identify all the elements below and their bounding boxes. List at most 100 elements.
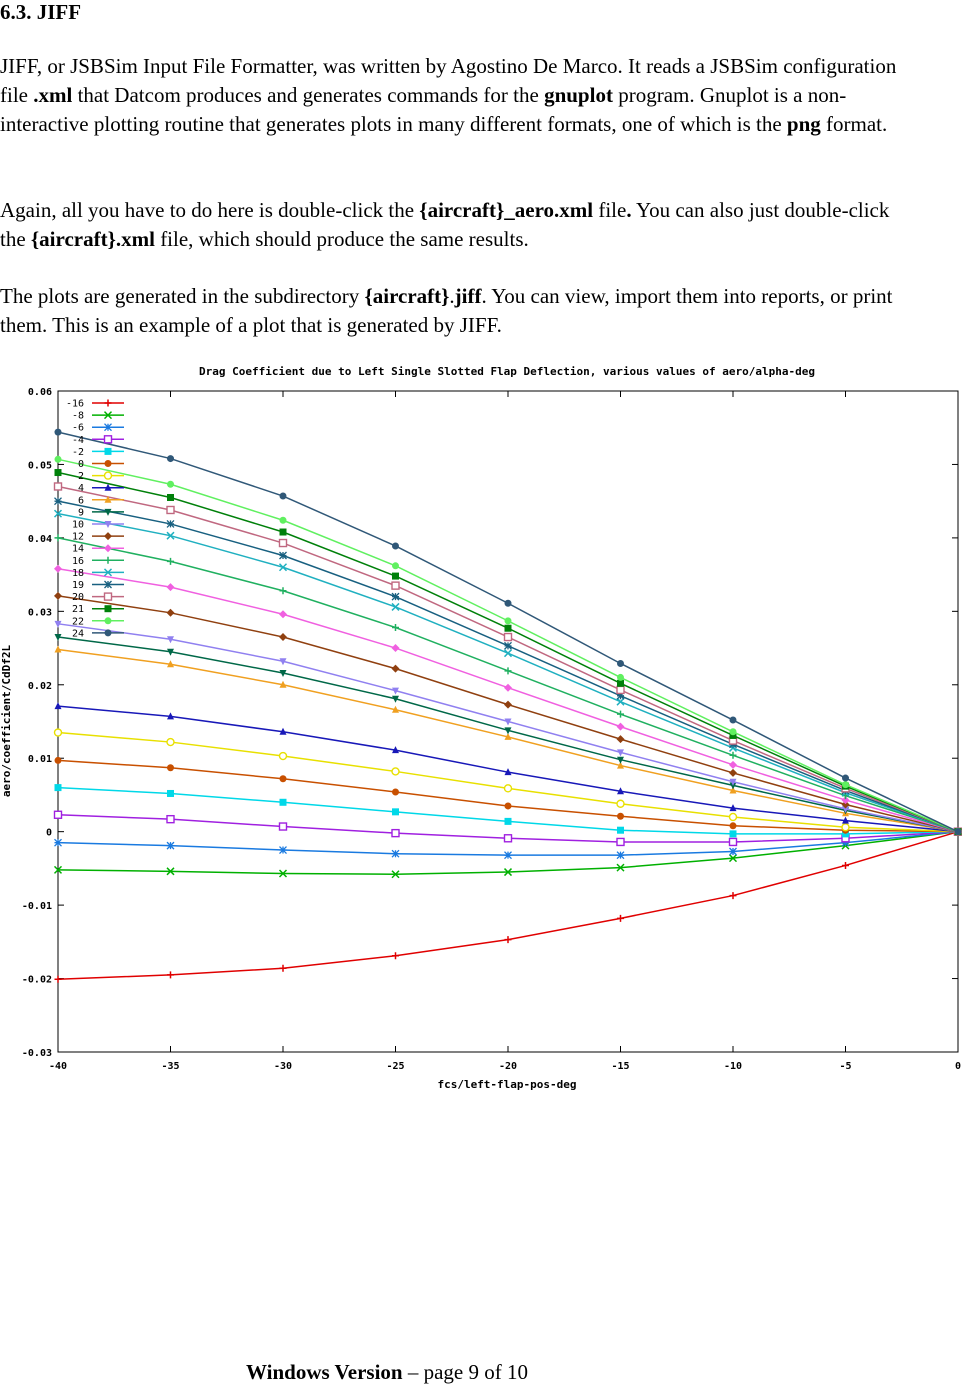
x-tick-label: -30 [274, 1061, 292, 1072]
data-point [54, 702, 62, 710]
data-point [842, 774, 849, 782]
footer-version: Windows Version [246, 1360, 403, 1384]
data-point [504, 624, 512, 632]
data-point [279, 551, 287, 560]
data-point [104, 423, 112, 432]
data-point [616, 851, 625, 860]
x-tick-label: -10 [724, 1061, 742, 1072]
data-point [167, 480, 174, 488]
data-point [104, 495, 112, 503]
data-point [504, 641, 512, 650]
data-point [54, 534, 62, 542]
data-point [103, 411, 113, 420]
data-point [54, 591, 62, 600]
page-footer: Windows Version – page 9 of 10 [246, 1360, 528, 1385]
y-tick-label: 0 [46, 828, 52, 839]
data-point [504, 683, 512, 692]
y-tick-label: 0.04 [28, 534, 52, 545]
data-point [616, 837, 625, 847]
bold-aircraft: {aircraft} [364, 284, 450, 308]
data-point [617, 679, 624, 687]
data-point [617, 673, 624, 681]
data-point [842, 781, 849, 789]
bold-xml: .xml [33, 83, 73, 107]
data-point [167, 789, 174, 797]
paragraph-jiff-intro: JIFF, or JSBSim Input File Formatter, wa… [0, 52, 900, 139]
data-point [104, 399, 112, 407]
legend-label: 9 [78, 507, 84, 518]
data-point [167, 764, 174, 772]
legend-label: 18 [72, 568, 84, 579]
data-point [729, 786, 737, 794]
legend-label: 19 [72, 580, 84, 591]
data-point [166, 519, 175, 528]
x-tick-label: -20 [499, 1061, 517, 1072]
series-layer [53, 428, 962, 983]
legend-label: -6 [72, 423, 84, 434]
section-heading: 6.3. JIFF [0, 0, 82, 24]
x-tick-label: -35 [161, 1061, 179, 1072]
data-point [616, 799, 625, 808]
data-point [278, 538, 288, 548]
data-point [392, 746, 399, 754]
data-point [729, 768, 737, 777]
data-point [391, 664, 400, 673]
series-14 [54, 564, 962, 836]
legend-label: 20 [72, 592, 84, 603]
data-point [504, 936, 512, 944]
data-point [167, 660, 174, 668]
data-point [54, 838, 62, 847]
data-point [53, 509, 63, 518]
data-point [166, 841, 175, 850]
data-point [166, 505, 175, 515]
data-point [392, 562, 399, 570]
data-point [391, 592, 400, 601]
data-point [391, 849, 400, 858]
data-point [392, 695, 399, 703]
data-point [617, 659, 624, 667]
data-point [166, 608, 175, 617]
data-point [392, 788, 399, 796]
data-point [53, 865, 63, 874]
data-point [392, 952, 399, 960]
data-point [616, 722, 625, 731]
data-point [504, 802, 512, 810]
data-point [279, 680, 287, 688]
data-point [104, 544, 112, 553]
legend-label: 2 [78, 471, 84, 482]
data-point [617, 826, 624, 834]
data-point [104, 532, 112, 541]
legend-label: 22 [72, 616, 84, 627]
x-tick-label: -15 [611, 1061, 629, 1072]
data-point [841, 823, 850, 832]
data-point [279, 798, 287, 806]
x-axis-label: fcs/left-flap-pos-deg [437, 1078, 576, 1091]
y-axis-label: aero/coefficient/CdDf2L [0, 644, 13, 797]
text: The plots are generated in the subdirect… [0, 284, 365, 308]
data-point [279, 610, 287, 619]
data-point [278, 869, 288, 878]
data-point [54, 784, 62, 792]
drag-coefficient-chart: Drag Coefficient due to Left Single Slot… [0, 365, 962, 1091]
data-point [279, 516, 287, 524]
data-point [503, 784, 513, 793]
data-point [728, 812, 738, 822]
data-point [104, 483, 112, 491]
data-point [842, 805, 849, 813]
data-point [167, 712, 174, 720]
bold-period: . [626, 198, 632, 222]
data-point [53, 810, 63, 819]
text: file, which should produce the same resu… [154, 227, 529, 251]
data-point [104, 447, 112, 455]
data-point [392, 572, 399, 580]
text: program. Gnuplot is a non-interactive pl… [0, 83, 847, 136]
data-point [504, 700, 512, 709]
text: JIFF, or JSBSim Input File Formatter, wa… [0, 54, 897, 107]
data-point [278, 751, 288, 761]
data-point [504, 732, 512, 740]
y-tick-label: 0.06 [28, 387, 52, 398]
data-point [279, 587, 287, 595]
data-point [729, 760, 737, 769]
data-point [54, 497, 62, 506]
